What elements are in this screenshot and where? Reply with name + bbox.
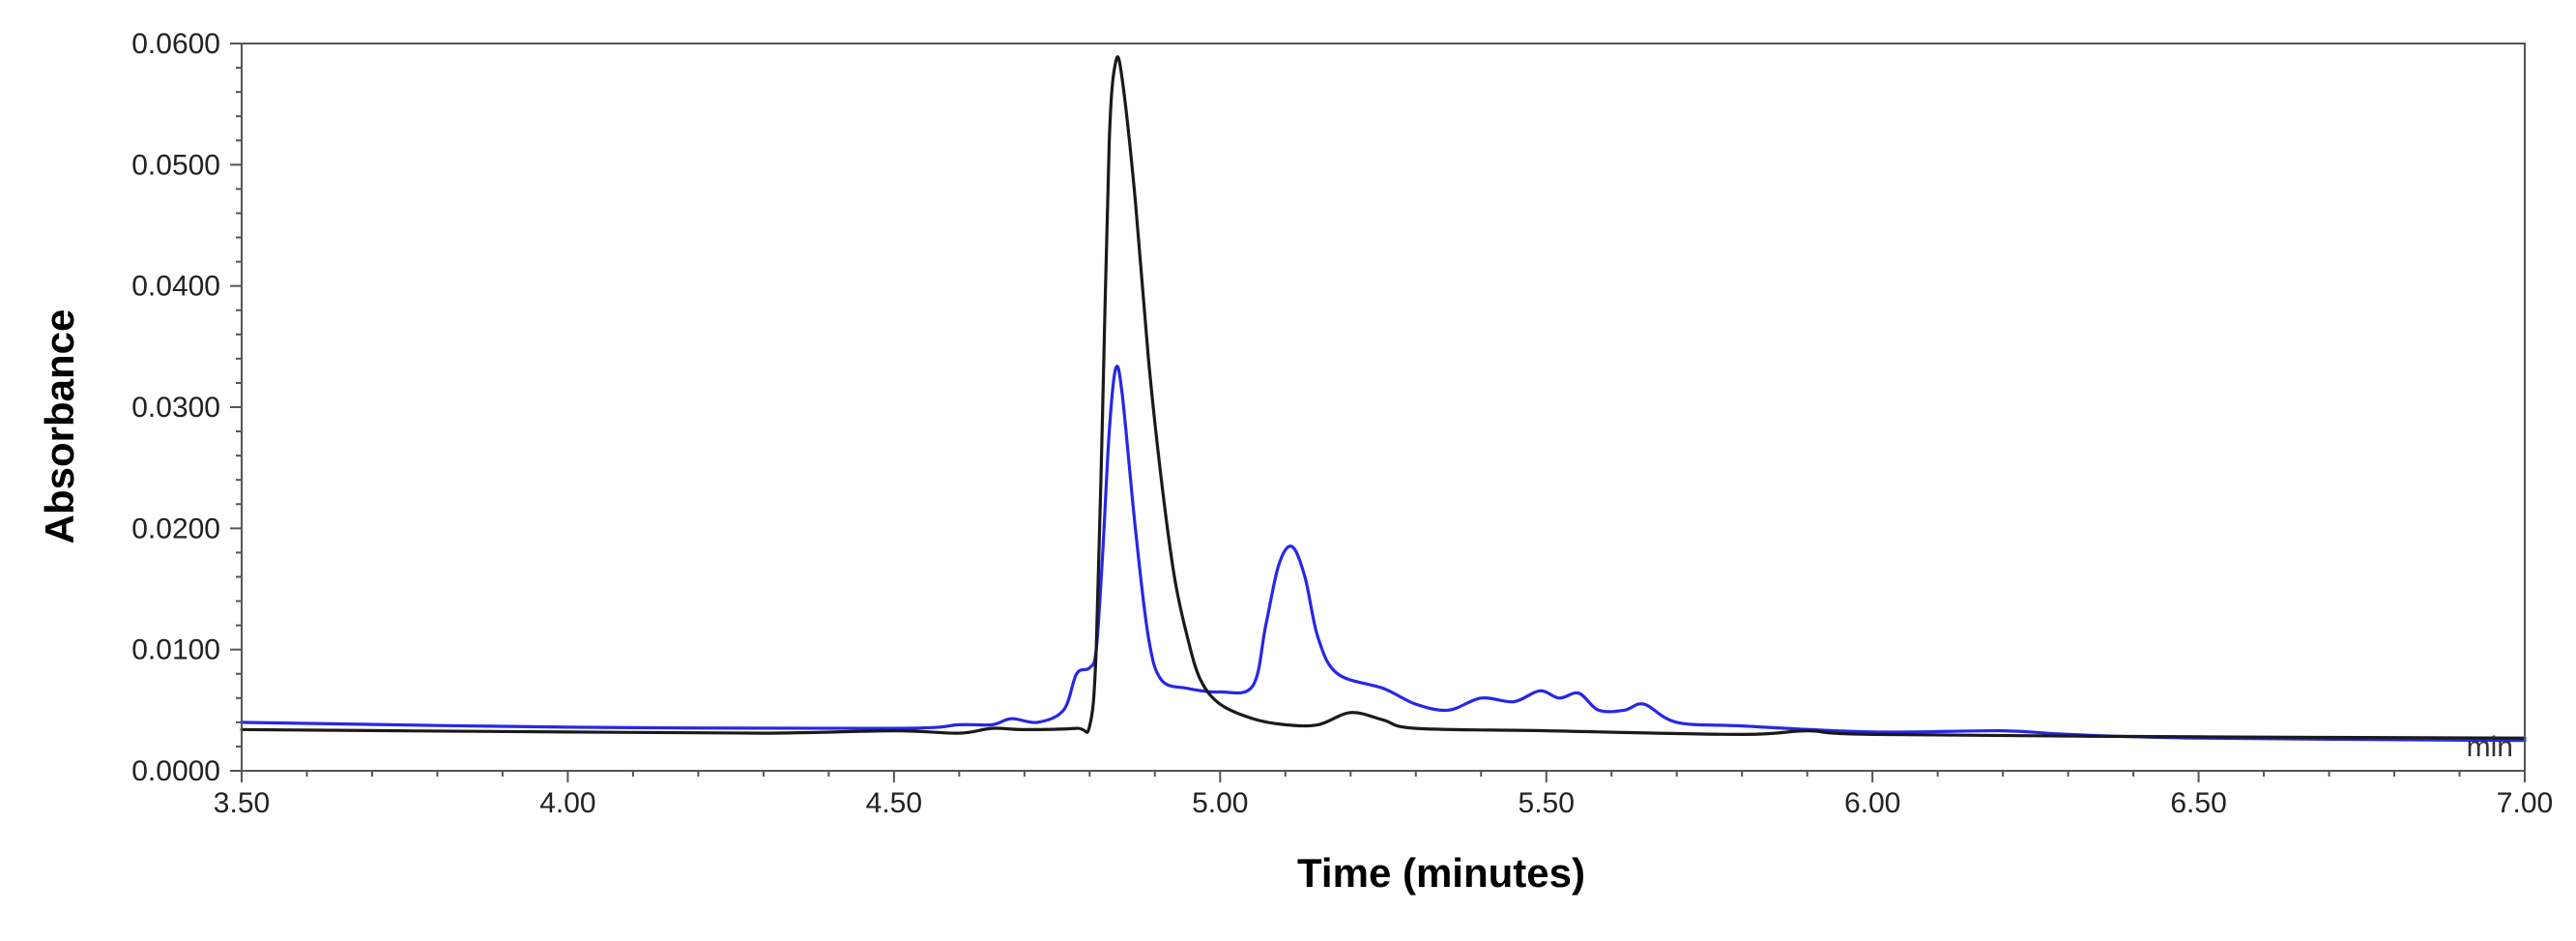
y-tick-label: 0.0400 (131, 271, 220, 303)
x-tick-label: 5.00 (1192, 787, 1248, 819)
series-line-1 (240, 55, 2527, 740)
y-tick-label: 0.0500 (131, 149, 220, 181)
x-tick-label: 3.50 (214, 787, 270, 819)
x-axis-ticks: 3.50 4.00 4.50 5.00 5.50 6.00 6.50 7.00 (214, 771, 2553, 819)
x-tick-label: 4.50 (866, 787, 922, 819)
x-axis-title: Time (minutes) (1297, 850, 1585, 896)
y-tick-label: 0.0000 (131, 755, 220, 787)
x-tick-label: 6.00 (1844, 787, 1900, 819)
x-tick-label: 6.50 (2170, 787, 2226, 819)
series-layer (240, 55, 2527, 743)
y-tick-label: 0.0100 (131, 634, 220, 666)
x-tick-label: 4.00 (539, 787, 595, 819)
y-axis-ticks: 0.0000 0.0100 0.0200 0.0300 0.0400 0.0500 0.06… (131, 28, 242, 787)
x-tick-label: 5.50 (1519, 787, 1575, 819)
y-tick-label: 0.0200 (131, 513, 220, 544)
x-tick-label: 7.00 (2497, 787, 2553, 819)
series-line-2 (240, 365, 2527, 743)
plot-frame (241, 43, 2526, 772)
y-tick-label: 0.0600 (131, 28, 220, 60)
y-axis-title: Absorbance (37, 309, 82, 544)
y-tick-label: 0.0300 (131, 392, 220, 424)
x-unit-label: min (2467, 731, 2513, 763)
